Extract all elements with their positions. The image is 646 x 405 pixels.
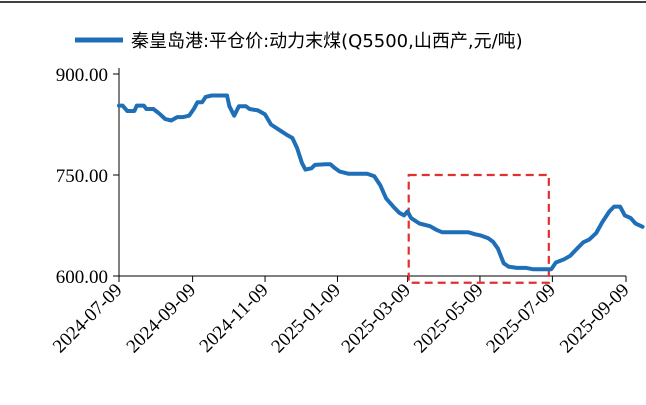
highlight-box [407,173,550,284]
x-ticks: 2024-07-092024-09-092024-11-092025-01-09… [49,276,634,357]
x-tick-label: 2025-01-09 [267,280,345,358]
x-tick-label: 2024-07-09 [49,280,127,358]
legend-label: 秦皇岛港:平仓价:动力末煤(Q5500,山西产,元/吨) [131,31,523,52]
y-ticks: 600.00 750.00 900.00 [56,65,119,288]
series-line [117,93,645,272]
x-tick-label: 2025-03-09 [338,280,416,358]
y-tick-label: 900.00 [56,65,108,86]
x-tick-label: 2024-09-09 [123,280,201,358]
x-tick-label: 2025-05-09 [410,280,488,358]
x-tick-label: 2024-11-09 [196,280,273,357]
x-tick-label: 2025-07-09 [482,280,560,358]
y-tick-label: 600.00 [56,267,108,288]
x-tick-label: 2025-09-09 [556,280,634,358]
legend: 秦皇岛港:平仓价:动力末煤(Q5500,山西产,元/吨) [75,31,523,52]
y-tick-label: 750.00 [56,166,108,187]
